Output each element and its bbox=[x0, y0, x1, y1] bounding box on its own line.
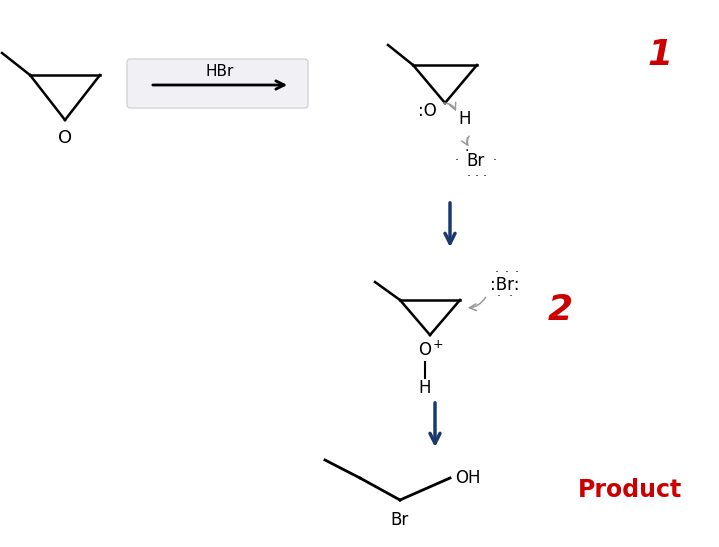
Text: HBr: HBr bbox=[206, 65, 234, 79]
Text: ·: · bbox=[493, 154, 497, 167]
Text: ·: · bbox=[483, 171, 487, 183]
Text: ·: · bbox=[509, 290, 513, 304]
Text: H: H bbox=[418, 379, 431, 397]
Text: ·: · bbox=[467, 171, 471, 183]
Text: ·: · bbox=[475, 171, 479, 183]
FancyBboxPatch shape bbox=[127, 59, 308, 108]
Text: ·: · bbox=[464, 144, 470, 158]
Text: :Br:: :Br: bbox=[490, 276, 520, 294]
Text: :O: :O bbox=[418, 102, 436, 120]
Text: ·: · bbox=[515, 266, 519, 280]
Text: OH: OH bbox=[455, 469, 480, 487]
Text: ·: · bbox=[495, 266, 499, 280]
Text: O: O bbox=[418, 341, 431, 359]
Text: ·: · bbox=[455, 154, 459, 167]
Text: 1: 1 bbox=[647, 38, 672, 72]
Text: 2: 2 bbox=[547, 293, 572, 327]
Text: +: + bbox=[433, 337, 444, 351]
Text: O: O bbox=[58, 129, 72, 147]
Text: ·: · bbox=[505, 266, 509, 280]
Text: Br: Br bbox=[391, 511, 409, 529]
Text: H: H bbox=[459, 110, 471, 128]
Text: Product: Product bbox=[578, 478, 682, 502]
Text: ·: · bbox=[497, 290, 501, 304]
Text: Br: Br bbox=[466, 152, 484, 170]
